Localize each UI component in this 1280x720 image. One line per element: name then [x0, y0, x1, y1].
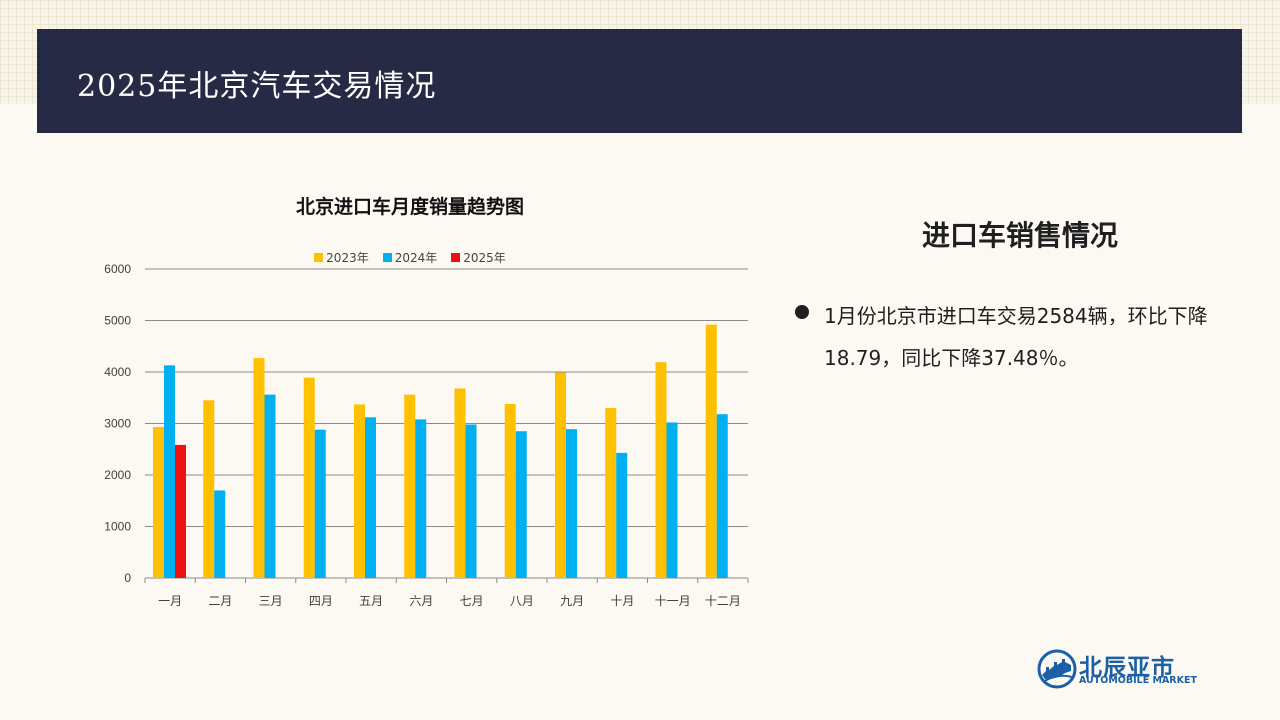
x-tick-label: 十二月 — [705, 594, 741, 608]
bar-2024年 — [616, 452, 628, 578]
legend-swatch — [314, 253, 324, 262]
bar-2023年 — [454, 388, 466, 578]
legend-item: 2025年 — [451, 249, 506, 266]
company-logo: 北辰亚市 AUTOMOBILE MARKET — [1037, 648, 1217, 690]
bar-2023年 — [655, 362, 667, 578]
x-tick-label: 六月 — [409, 594, 433, 608]
bar-2024年 — [164, 365, 175, 578]
bar-2023年 — [555, 372, 566, 578]
bar-2023年 — [203, 400, 215, 578]
bar-2023年 — [705, 324, 717, 578]
y-tick-label: 5000 — [104, 314, 131, 328]
section-title: 进口车销售情况 — [921, 219, 1118, 252]
x-tick-label: 一月 — [158, 594, 182, 608]
bar-2024年 — [566, 429, 577, 578]
bar-2023年 — [303, 377, 315, 578]
bar-2024年 — [365, 417, 376, 578]
bar-2023年 — [153, 427, 164, 578]
x-tick-label: 二月 — [208, 594, 232, 608]
y-tick-label: 3000 — [104, 417, 131, 431]
y-tick-label: 0 — [124, 571, 131, 585]
legend-swatch — [451, 253, 461, 262]
bar-2024年 — [264, 394, 276, 578]
great-wall-globe-icon — [1037, 649, 1077, 689]
bar-2023年 — [504, 403, 516, 578]
bar-2024年 — [415, 419, 427, 578]
x-tick-label: 四月 — [309, 594, 333, 608]
page-title: 2025年北京汽车交易情况 — [77, 69, 437, 104]
x-tick-label: 七月 — [460, 594, 484, 608]
chart-title: 北京进口车月度销量趋势图 — [295, 196, 524, 218]
y-tick-label: 6000 — [104, 262, 131, 276]
bar-2023年 — [605, 408, 617, 578]
bar-2024年 — [214, 490, 226, 578]
bar-2024年 — [465, 424, 477, 578]
y-tick-label: 1000 — [104, 520, 131, 534]
bar-2024年 — [666, 422, 678, 578]
legend-label: 2025年 — [463, 251, 506, 265]
y-tick-label: 4000 — [104, 365, 131, 379]
bar-2024年 — [314, 429, 326, 578]
bar-2024年 — [716, 414, 728, 578]
legend-item: 2023年 — [314, 249, 369, 266]
bar-2023年 — [354, 404, 365, 578]
bar-2023年 — [404, 394, 416, 578]
x-tick-label: 三月 — [259, 594, 283, 608]
bar-2025年 — [175, 444, 186, 578]
bullet-icon — [795, 305, 809, 319]
x-tick-label: 十一月 — [655, 594, 691, 608]
bar-2024年 — [515, 431, 527, 578]
bullet-text: 1月份北京市进口车交易2584辆，环比下降18.79，同比下降37.48％。 — [824, 304, 1208, 370]
logo-subtitle: AUTOMOBILE MARKET — [1079, 675, 1197, 686]
x-tick-label: 八月 — [510, 594, 534, 608]
legend-label: 2024年 — [394, 251, 438, 265]
chart-legend: 2023年 2024年 2025年 — [145, 249, 675, 266]
x-tick-label: 五月 — [359, 594, 383, 608]
x-tick-label: 九月 — [560, 594, 584, 608]
legend-label: 2023年 — [326, 251, 369, 265]
logo-name: 北辰亚市 — [1079, 655, 1175, 681]
y-tick-label: 2000 — [104, 468, 131, 482]
legend-item: 2024年 — [382, 249, 438, 266]
x-tick-label: 十月 — [610, 594, 634, 608]
header-bar: 2025年北京汽车交易情况 — [37, 29, 1242, 133]
bar-2023年 — [253, 358, 265, 578]
legend-swatch — [382, 253, 392, 262]
